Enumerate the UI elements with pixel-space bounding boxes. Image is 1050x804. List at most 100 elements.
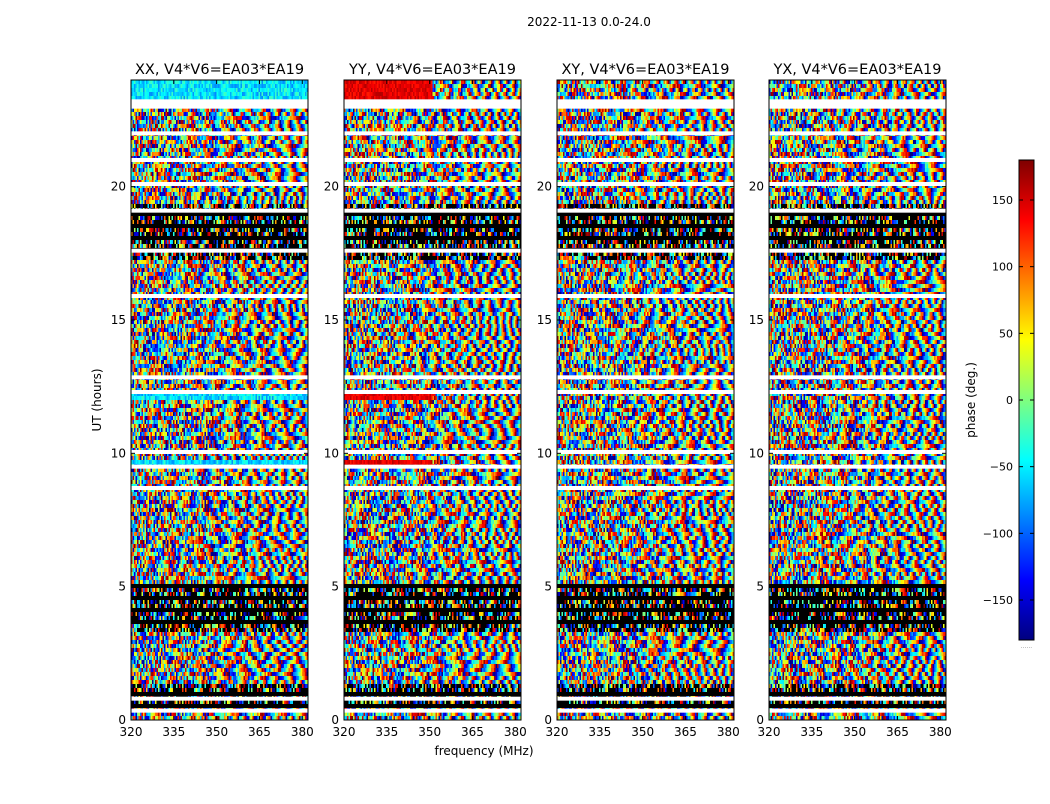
colorbar-tick-label: 100 xyxy=(992,261,1013,274)
flagged-row xyxy=(131,390,308,394)
flagged-row xyxy=(769,102,946,106)
colorbar: −150 −100 −50 0 50 100 150 phase (deg.)...... xyxy=(964,159,1035,650)
flagged-row xyxy=(557,158,734,162)
colorbar-tick-label: 0 xyxy=(1006,394,1013,407)
flagged-row xyxy=(131,375,308,380)
flagged-row xyxy=(344,208,521,213)
flagged-row xyxy=(769,99,946,104)
flagged-row xyxy=(557,182,734,186)
x-tick-label: 320 xyxy=(120,725,143,739)
y-tick-label: 20 xyxy=(324,180,339,194)
flagged-row xyxy=(557,486,734,490)
x-tick-label: 320 xyxy=(546,725,569,739)
colorbar-tick-label: −150 xyxy=(983,594,1013,607)
x-tick-label: 320 xyxy=(333,725,356,739)
x-tick-label: 365 xyxy=(248,725,271,739)
x-tick-label: 350 xyxy=(418,725,441,739)
y-tick-label: 10 xyxy=(324,446,339,460)
flagged-row xyxy=(769,696,946,701)
panel-xy: XY, V4*V6=EA03*EA19 320 335 350 365 380 0 5 10 15… xyxy=(537,62,740,739)
y-tick-label: 0 xyxy=(331,713,339,727)
panel-title: XX, V4*V6=EA03*EA19 xyxy=(135,62,304,78)
flagged-row xyxy=(769,450,946,454)
x-tick-label: 335 xyxy=(375,725,398,739)
x-tick-label: 365 xyxy=(674,725,697,739)
flagged-row xyxy=(131,294,308,298)
axes-frame xyxy=(343,79,522,721)
y-tick-label: 15 xyxy=(749,313,764,327)
flagged-row xyxy=(344,102,521,106)
y-tick-label: 5 xyxy=(544,580,552,594)
y-tick-label: 0 xyxy=(756,713,764,727)
y-tick-label: 15 xyxy=(537,313,552,327)
flagged-row xyxy=(557,294,734,298)
flagged-row xyxy=(131,486,308,490)
flagged-row xyxy=(557,208,734,213)
phase-waterfall-yy xyxy=(344,80,521,720)
panel-title: XY, V4*V6=EA03*EA19 xyxy=(561,62,729,78)
y-tick-label: 5 xyxy=(118,580,126,594)
flagged-row xyxy=(344,375,521,380)
flagged-row xyxy=(557,375,734,380)
flagged-row xyxy=(557,696,734,701)
x-tick-label: 365 xyxy=(461,725,484,739)
y-tick-label: 0 xyxy=(544,713,552,727)
panel-title: YY, V4*V6=EA03*EA19 xyxy=(348,62,516,78)
flagged-row xyxy=(557,99,734,104)
x-tick-label: 335 xyxy=(588,725,611,739)
flagged-row xyxy=(131,696,308,701)
x-tick-label: 350 xyxy=(205,725,228,739)
flagged-row xyxy=(557,102,734,106)
y-tick-label: 20 xyxy=(749,180,764,194)
y-tick-label: 10 xyxy=(111,446,126,460)
flagged-row xyxy=(131,248,308,253)
flagged-row xyxy=(769,131,946,136)
figure-suptitle: 2022-11-13 0.0-24.0 xyxy=(527,15,651,29)
x-tick-label: 380 xyxy=(717,725,740,739)
panel-yy: YY, V4*V6=EA03*EA19 320 335 350 365 380 0 5 10 15… xyxy=(324,62,527,739)
x-tick-label: 320 xyxy=(758,725,781,739)
flagged-row xyxy=(131,99,308,104)
flagged-row xyxy=(131,102,308,106)
x-axis-label: frequency (MHz) xyxy=(434,744,533,758)
flagged-row xyxy=(131,131,308,136)
flagged-row xyxy=(344,450,521,454)
flagged-row xyxy=(769,182,946,186)
colorbar-tick-label: 50 xyxy=(999,327,1013,340)
flagged-row xyxy=(769,708,946,713)
flagged-row xyxy=(344,104,521,109)
flagged-row xyxy=(769,390,946,394)
flagged-row xyxy=(344,486,521,490)
y-tick-label: 5 xyxy=(331,580,339,594)
flagged-row xyxy=(344,131,521,136)
colorbar-tick-label: 150 xyxy=(992,194,1013,207)
x-tick-label: 365 xyxy=(886,725,909,739)
flagged-row xyxy=(769,208,946,213)
y-tick-label: 15 xyxy=(111,313,126,327)
x-tick-label: 335 xyxy=(800,725,823,739)
flagged-row xyxy=(769,294,946,298)
x-tick-label: 350 xyxy=(843,725,866,739)
flagged-row xyxy=(557,248,734,253)
flagged-row xyxy=(769,486,946,490)
flagged-row xyxy=(557,104,734,109)
flagged-row xyxy=(344,182,521,186)
flagged-row xyxy=(131,464,308,469)
flagged-row xyxy=(131,708,308,713)
y-axis-label: UT (hours) xyxy=(90,368,104,431)
x-tick-label: 380 xyxy=(929,725,952,739)
flagged-row xyxy=(344,464,521,469)
phase-waterfall-yx xyxy=(769,80,946,720)
flagged-row xyxy=(131,208,308,213)
y-tick-label: 5 xyxy=(756,580,764,594)
flagged-row xyxy=(557,390,734,394)
flagged-row xyxy=(557,708,734,713)
y-tick-label: 20 xyxy=(111,180,126,194)
flagged-row xyxy=(131,182,308,186)
flagged-row xyxy=(769,464,946,469)
axes-frame xyxy=(768,79,947,721)
flagged-row xyxy=(769,375,946,380)
flagged-row xyxy=(344,696,521,701)
panel-title: YX, V4*V6=EA03*EA19 xyxy=(772,62,941,78)
